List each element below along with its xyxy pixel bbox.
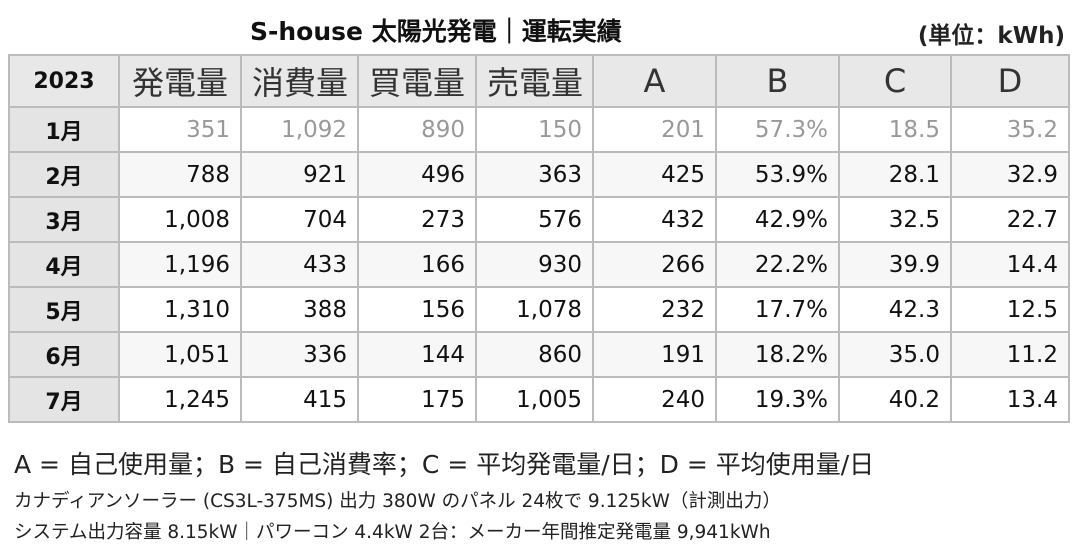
table-cell: 1,092: [240, 106, 359, 153]
table-cell: 432: [592, 196, 717, 243]
table-cell: 39.9: [838, 241, 952, 288]
column-header: 2023: [8, 54, 120, 108]
table-cell: 42.3: [838, 286, 952, 333]
column-header: A: [592, 54, 717, 108]
system-note: システム出力容量 8.15kW｜パワーコン 4.4kW 2台：メーカー年間推定発…: [14, 522, 771, 543]
column-header: 買電量: [357, 54, 477, 108]
table-cell: 704: [240, 196, 359, 243]
table-cell: 156: [357, 286, 477, 333]
table-row: 1月 351 1,092 890 150 201 57.3% 18.5 35.2: [8, 106, 1070, 153]
table-cell: 415: [240, 376, 359, 423]
table-cell: 433: [240, 241, 359, 288]
table-cell: 890: [357, 106, 477, 153]
table-cell: 144: [357, 331, 477, 378]
table-cell: 175: [357, 376, 477, 423]
unit: (単位：kWh): [917, 23, 1065, 49]
column-header: C: [838, 54, 952, 108]
row-header: 5月: [8, 286, 120, 333]
legend-note: A = 自己使用量；B = 自己消費率；C = 平均発電量/日；D = 平均使用…: [14, 450, 875, 479]
table-cell: 266: [592, 241, 717, 288]
table-cell: 201: [592, 106, 717, 153]
table-row: 2月 788 921 496 363 425 53.9% 28.1 32.9: [8, 151, 1070, 198]
table-row: 3月 1,008 704 273 576 432 42.9% 32.5 22.7: [8, 196, 1070, 243]
table-cell: 425: [592, 151, 717, 198]
column-header: D: [950, 54, 1070, 108]
table-cell: 496: [357, 151, 477, 198]
table-cell: 14.4: [950, 241, 1070, 288]
table-cell: 240: [592, 376, 717, 423]
table-cell: 388: [240, 286, 359, 333]
table-cell: 351: [118, 106, 242, 153]
table-cell: 191: [592, 331, 717, 378]
table-cell: 42.9%: [715, 196, 840, 243]
table-cell: 930: [475, 241, 594, 288]
table-cell: 12.5: [950, 286, 1070, 333]
table-row: 7月 1,245 415 175 1,005 240 19.3% 40.2 13.4: [8, 376, 1070, 423]
table-cell: 13.4: [950, 376, 1070, 423]
table-cell: 921: [240, 151, 359, 198]
table-cell: 35.2: [950, 106, 1070, 153]
table-cell: 860: [475, 331, 594, 378]
table-cell: 1,078: [475, 286, 594, 333]
table-cell: 576: [475, 196, 594, 243]
table-cell: 11.2: [950, 331, 1070, 378]
column-header: B: [715, 54, 840, 108]
table-cell: 18.5: [838, 106, 952, 153]
table-cell: 22.7: [950, 196, 1070, 243]
table-cell: 19.3%: [715, 376, 840, 423]
header-row: 2023 発電量 消費量 買電量 売電量 A B C D: [8, 54, 1070, 108]
table-cell: 1,008: [118, 196, 242, 243]
row-header: 7月: [8, 376, 120, 423]
panel-note: カナディアンソーラー (CS3L-375MS) 出力 380W のパネル 24枚…: [14, 491, 781, 512]
table-cell: 788: [118, 151, 242, 198]
table-cell: 40.2: [838, 376, 952, 423]
table-cell: 35.0: [838, 331, 952, 378]
data-table: 2023 発電量 消費量 買電量 売電量 A B C D 1月 351 1,092 890 150 201 5…: [8, 54, 1070, 423]
table-cell: 22.2%: [715, 241, 840, 288]
table-cell: 232: [592, 286, 717, 333]
table-cell: 336: [240, 331, 359, 378]
row-header: 4月: [8, 241, 120, 288]
row-header: 2月: [8, 151, 120, 198]
table-cell: 150: [475, 106, 594, 153]
row-header: 3月: [8, 196, 120, 243]
row-header: 6月: [8, 331, 120, 378]
table-cell: 28.1: [838, 151, 952, 198]
table-cell: 53.9%: [715, 151, 840, 198]
table-cell: 166: [357, 241, 477, 288]
table-cell: 57.3%: [715, 106, 840, 153]
title: S-house 太陽光発電｜運転実績: [250, 17, 622, 46]
column-header: 発電量: [118, 54, 242, 108]
table-cell: 1,005: [475, 376, 594, 423]
table-cell: 1,196: [118, 241, 242, 288]
table-cell: 1,310: [118, 286, 242, 333]
column-header: 売電量: [475, 54, 594, 108]
table-cell: 32.9: [950, 151, 1070, 198]
table-cell: 18.2%: [715, 331, 840, 378]
column-header: 消費量: [240, 54, 359, 108]
table-cell: 1,245: [118, 376, 242, 423]
table-cell: 363: [475, 151, 594, 198]
table-row: 5月 1,310 388 156 1,078 232 17.7% 42.3 12.5: [8, 286, 1070, 333]
table-row: 4月 1,196 433 166 930 266 22.2% 39.9 14.4: [8, 241, 1070, 288]
row-header: 1月: [8, 106, 120, 153]
table-cell: 273: [357, 196, 477, 243]
table-cell: 32.5: [838, 196, 952, 243]
table-cell: 1,051: [118, 331, 242, 378]
table-cell: 17.7%: [715, 286, 840, 333]
table-row: 6月 1,051 336 144 860 191 18.2% 35.0 11.2: [8, 331, 1070, 378]
